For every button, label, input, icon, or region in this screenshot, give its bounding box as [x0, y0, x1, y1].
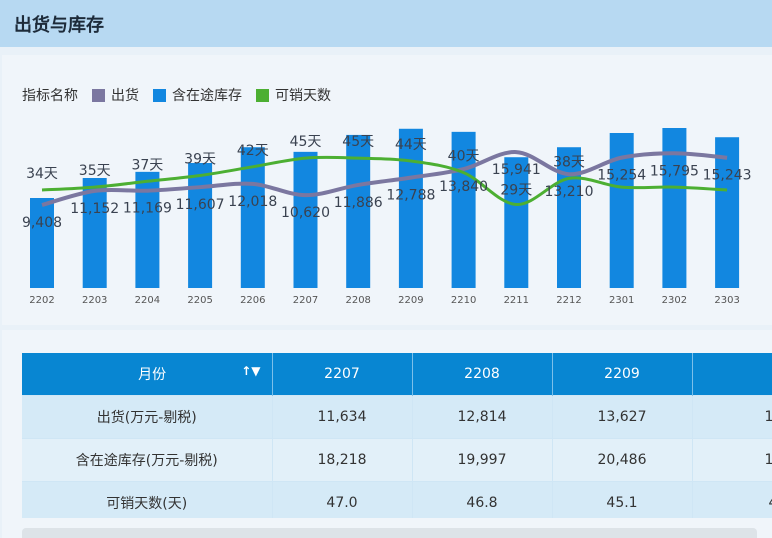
header-col[interactable]: 2207 — [272, 353, 413, 396]
x-tick-label: 2204 — [135, 295, 160, 306]
x-tick-label: 2205 — [187, 295, 212, 306]
days-data-label: 38天 — [553, 154, 585, 170]
cell: 18,218 — [272, 438, 413, 482]
shipment-data-label: 9,408 — [22, 215, 62, 231]
legend-title: 指标名称 — [22, 88, 78, 104]
legend-item-inventory[interactable]: 含在途库存 — [172, 88, 242, 104]
x-tick-label: 2302 — [662, 295, 687, 306]
table-header-row: 月份 ↑▼ 2207 2208 2209 2 — [22, 353, 772, 396]
shipment-data-label: 12,018 — [228, 194, 277, 210]
x-tick-label: 2209 — [398, 295, 423, 306]
bar-inventory — [398, 128, 423, 288]
header-col[interactable]: 2208 — [412, 353, 553, 396]
shipment-data-label: 10,620 — [281, 205, 330, 221]
cell: 14 — [692, 395, 772, 439]
days-data-label: 37天 — [131, 157, 163, 173]
cell: 19 — [692, 438, 772, 482]
line-shipment — [41, 150, 728, 207]
line-days — [41, 155, 728, 207]
bar-inventory — [293, 151, 318, 288]
sort-filter-icon[interactable]: ↑▼ — [241, 364, 261, 378]
cell: 13,627 — [552, 395, 693, 439]
cell: 45.1 — [552, 481, 693, 518]
shipment-data-label: 15,941 — [492, 162, 541, 178]
days-data-label: 34天 — [26, 166, 58, 182]
cell: 20,486 — [552, 438, 693, 482]
row-label: 含在途库存(万元-剔税) — [22, 438, 273, 482]
shipment-data-label: 11,886 — [334, 195, 383, 211]
cell: 12,814 — [412, 395, 553, 439]
header-col[interactable]: 2 — [692, 353, 772, 396]
days-data-label: 35天 — [79, 163, 111, 179]
legend-swatch-days — [256, 88, 269, 102]
table-row: 含在途库存(万元-剔税) 18,218 19,997 20,486 19 — [22, 438, 772, 482]
table-row: 可销天数(天) 47.0 46.8 45.1 4 — [22, 481, 772, 518]
x-tick-label: 2208 — [345, 295, 370, 306]
bar-inventory — [188, 163, 213, 288]
header-col[interactable]: 2209 — [552, 353, 693, 396]
shipment-data-label: 11,169 — [123, 201, 172, 217]
x-tick-label: 2303 — [714, 295, 739, 306]
header-month: 月份 ↑▼ — [22, 353, 273, 396]
x-tick-label: 2212 — [556, 295, 581, 306]
bar-inventory — [504, 157, 529, 288]
bar-inventory — [451, 131, 476, 288]
page-header: 出货与库存 — [0, 0, 772, 47]
legend-swatch-shipment — [92, 88, 105, 102]
days-data-label: 45天 — [290, 134, 322, 150]
next-panel-edge — [22, 528, 757, 538]
x-tick-label: 2203 — [82, 295, 107, 306]
data-table: 月份 ↑▼ 2207 2208 2209 2 出货(万元-剔税) 11,634 1… — [22, 353, 772, 518]
chart-legend: 指标名称 出货 含在途库存 可销天数 — [22, 85, 331, 105]
table-row: 出货(万元-剔税) 11,634 12,814 13,627 14 — [22, 395, 772, 439]
shipment-data-label: 12,788 — [386, 188, 435, 204]
cell: 46.8 — [412, 481, 553, 518]
bar-inventory — [82, 178, 107, 288]
bar-inventory — [715, 137, 740, 288]
bar-inventory — [346, 134, 371, 288]
shipment-data-label: 11,152 — [70, 201, 119, 217]
cell: 19,997 — [412, 438, 553, 482]
x-tick-label: 2210 — [451, 295, 476, 306]
x-tick-label: 2202 — [29, 295, 54, 306]
x-tick-label: 2301 — [609, 295, 634, 306]
shipment-data-label: 13,210 — [545, 184, 594, 200]
cell: 4 — [692, 481, 772, 518]
shipment-data-label: 15,243 — [703, 168, 752, 184]
days-data-label: 40天 — [448, 149, 480, 165]
bar-inventory — [30, 198, 54, 288]
legend-item-shipment[interactable]: 出货 — [111, 88, 139, 104]
row-label: 可销天数(天) — [22, 481, 273, 518]
days-data-label: 39天 — [184, 152, 216, 168]
page-title: 出货与库存 — [14, 15, 104, 36]
shipment-data-label: 15,254 — [597, 168, 646, 184]
x-tick-label: 2206 — [240, 295, 265, 306]
days-data-label: 44天 — [395, 137, 427, 153]
shipment-data-label: 15,795 — [650, 163, 699, 179]
x-tick-label: 2211 — [504, 295, 529, 306]
legend-item-days[interactable]: 可销天数 — [275, 88, 331, 104]
header-month-label: 月份 — [138, 367, 167, 383]
row-label: 出货(万元-剔税) — [22, 395, 273, 439]
cell: 47.0 — [272, 481, 413, 518]
shipment-data-label: 13,840 — [439, 179, 488, 195]
days-data-label: 45天 — [342, 134, 374, 150]
legend-swatch-inventory — [153, 88, 166, 102]
shipment-data-label: 11,607 — [176, 197, 225, 213]
cell: 11,634 — [272, 395, 413, 439]
days-data-label: 29天 — [500, 183, 532, 199]
days-data-label: 42天 — [237, 143, 269, 159]
combo-chart: 2202 2203 2204 2205 2206 2207 2208 2209 2210 2211… — [22, 128, 752, 306]
x-tick-label: 2207 — [293, 295, 318, 306]
